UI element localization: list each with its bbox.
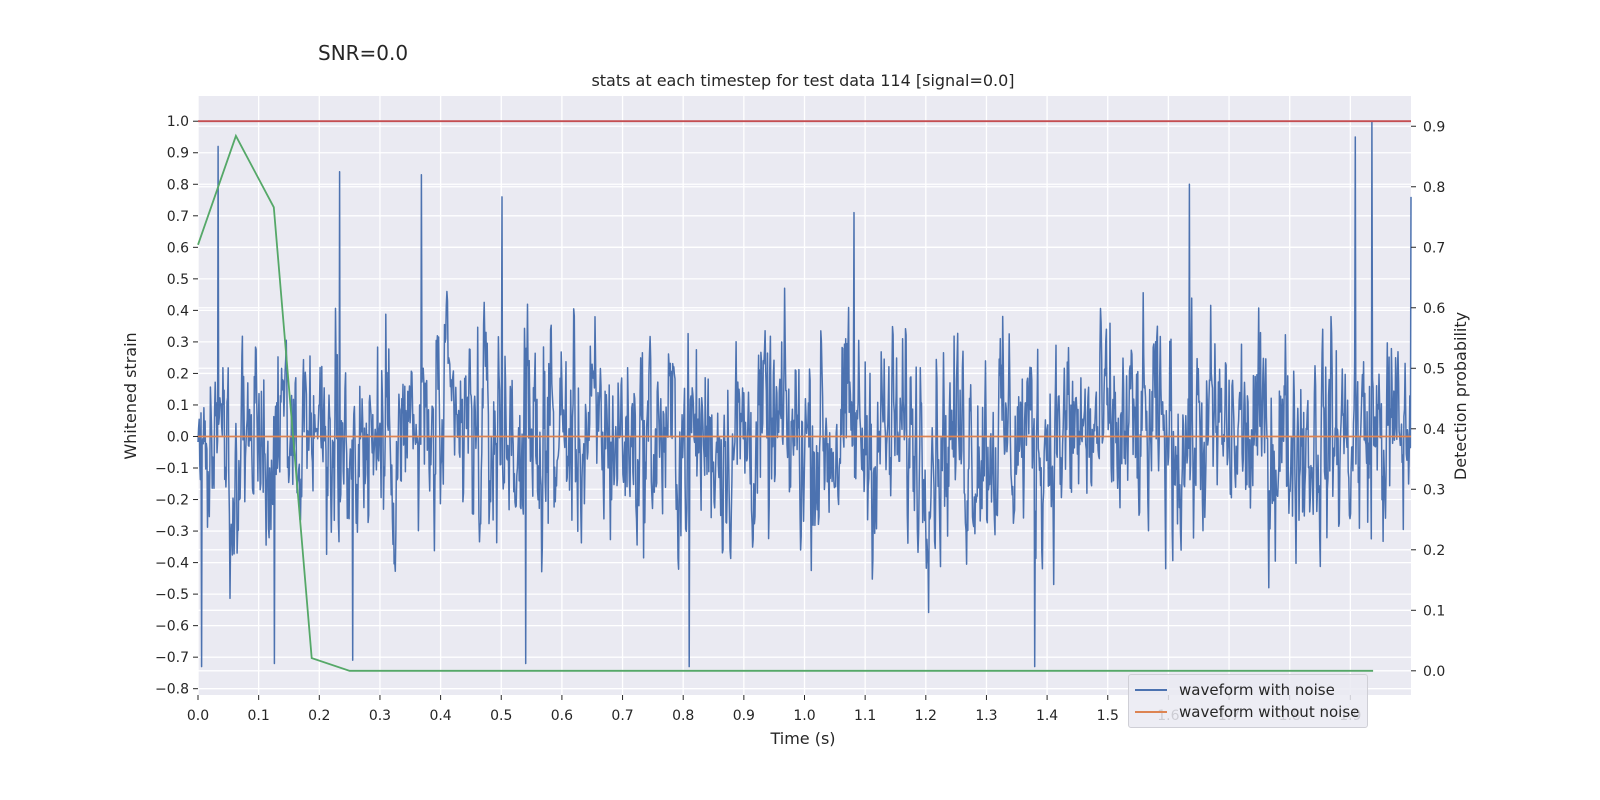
x-tick-label: 0.2	[308, 708, 330, 724]
x-tick-label: 0.8	[672, 708, 694, 724]
y-tick-label: −0.3	[155, 524, 189, 540]
y-tick-label: 0.0	[167, 429, 189, 445]
x-tick-label: 0.0	[187, 708, 209, 724]
x-tick-label: 1.3	[975, 708, 997, 724]
y-axis-right: 0.9 0.8 0.7 0.6 0.5 0.4 0.3 0.2 0.1 0.0	[1411, 119, 1445, 680]
y2-tick-label: 0.6	[1423, 301, 1445, 317]
legend: waveform with noise waveform without noi…	[1128, 674, 1368, 728]
y-tick-label: 0.9	[167, 146, 189, 162]
x-tick-label: 0.4	[429, 708, 451, 724]
y2-tick-label: 0.7	[1423, 240, 1445, 256]
y-tick-label: 0.4	[167, 303, 189, 319]
y2-tick-label: 0.2	[1423, 543, 1445, 559]
y-tick-label: 0.1	[167, 398, 189, 414]
y-tick-label: 1.0	[167, 114, 189, 130]
x-axis-label: Time (s)	[769, 729, 835, 748]
legend-item-clean: waveform without noise	[1135, 702, 1359, 722]
y-tick-label: 0.7	[167, 209, 189, 225]
legend-swatch-clean	[1135, 711, 1167, 713]
x-tick-label: 0.3	[369, 708, 391, 724]
legend-label-noise: waveform with noise	[1179, 681, 1335, 699]
y-tick-label: −0.7	[155, 650, 189, 666]
y-tick-label: 0.6	[167, 240, 189, 256]
y2-axis-label: Detection probability	[1451, 312, 1470, 480]
y2-tick-label: 0.1	[1423, 603, 1445, 619]
legend-swatch-noise	[1135, 689, 1167, 691]
y-tick-label: −0.5	[155, 587, 189, 603]
y-tick-label: −0.6	[155, 619, 189, 635]
x-tick-label: 1.5	[1097, 708, 1119, 724]
legend-item-noise: waveform with noise	[1135, 680, 1335, 700]
series-layer	[197, 120, 1412, 672]
x-tick-label: 0.1	[248, 708, 270, 724]
x-tick-label: 1.4	[1036, 708, 1058, 724]
y-tick-label: 0.8	[167, 177, 189, 193]
x-tick-label: 0.6	[551, 708, 573, 724]
x-tick-label: 1.2	[915, 708, 937, 724]
x-tick-label: 1.1	[854, 708, 876, 724]
y-tick-label: 0.3	[167, 335, 189, 351]
x-tick-label: 0.9	[733, 708, 755, 724]
y2-tick-label: 0.0	[1423, 664, 1445, 680]
series-waveform-with-noise	[197, 120, 1412, 668]
y-tick-label: 0.5	[167, 272, 189, 288]
y2-tick-label: 0.5	[1423, 361, 1445, 377]
y-tick-label: −0.4	[155, 556, 189, 572]
chart-title: stats at each timestep for test data 114…	[591, 71, 1014, 90]
y2-tick-label: 0.4	[1423, 422, 1445, 438]
y-tick-label: −0.1	[155, 461, 189, 477]
y2-tick-label: 0.9	[1423, 119, 1445, 135]
series-detection-probability	[197, 133, 1374, 672]
x-tick-label: 1.0	[793, 708, 815, 724]
legend-label-clean: waveform without noise	[1179, 703, 1360, 721]
y-axis-label: Whitened strain	[121, 332, 140, 459]
y-tick-label: 0.2	[167, 366, 189, 382]
x-tick-label: 0.7	[611, 708, 633, 724]
y-tick-label: −0.2	[155, 493, 189, 509]
y2-tick-label: 0.8	[1423, 180, 1445, 196]
snr-label: SNR=0.0	[318, 41, 408, 65]
y2-tick-label: 0.3	[1423, 482, 1445, 498]
y-tick-label: −0.8	[155, 682, 189, 698]
y-axis-left: 1.0 0.9 0.8 0.7 0.6 0.5 0.4 0.3 0.2 0.1 0.0 −0.1 −0.…	[155, 114, 198, 698]
x-tick-label: 0.5	[490, 708, 512, 724]
